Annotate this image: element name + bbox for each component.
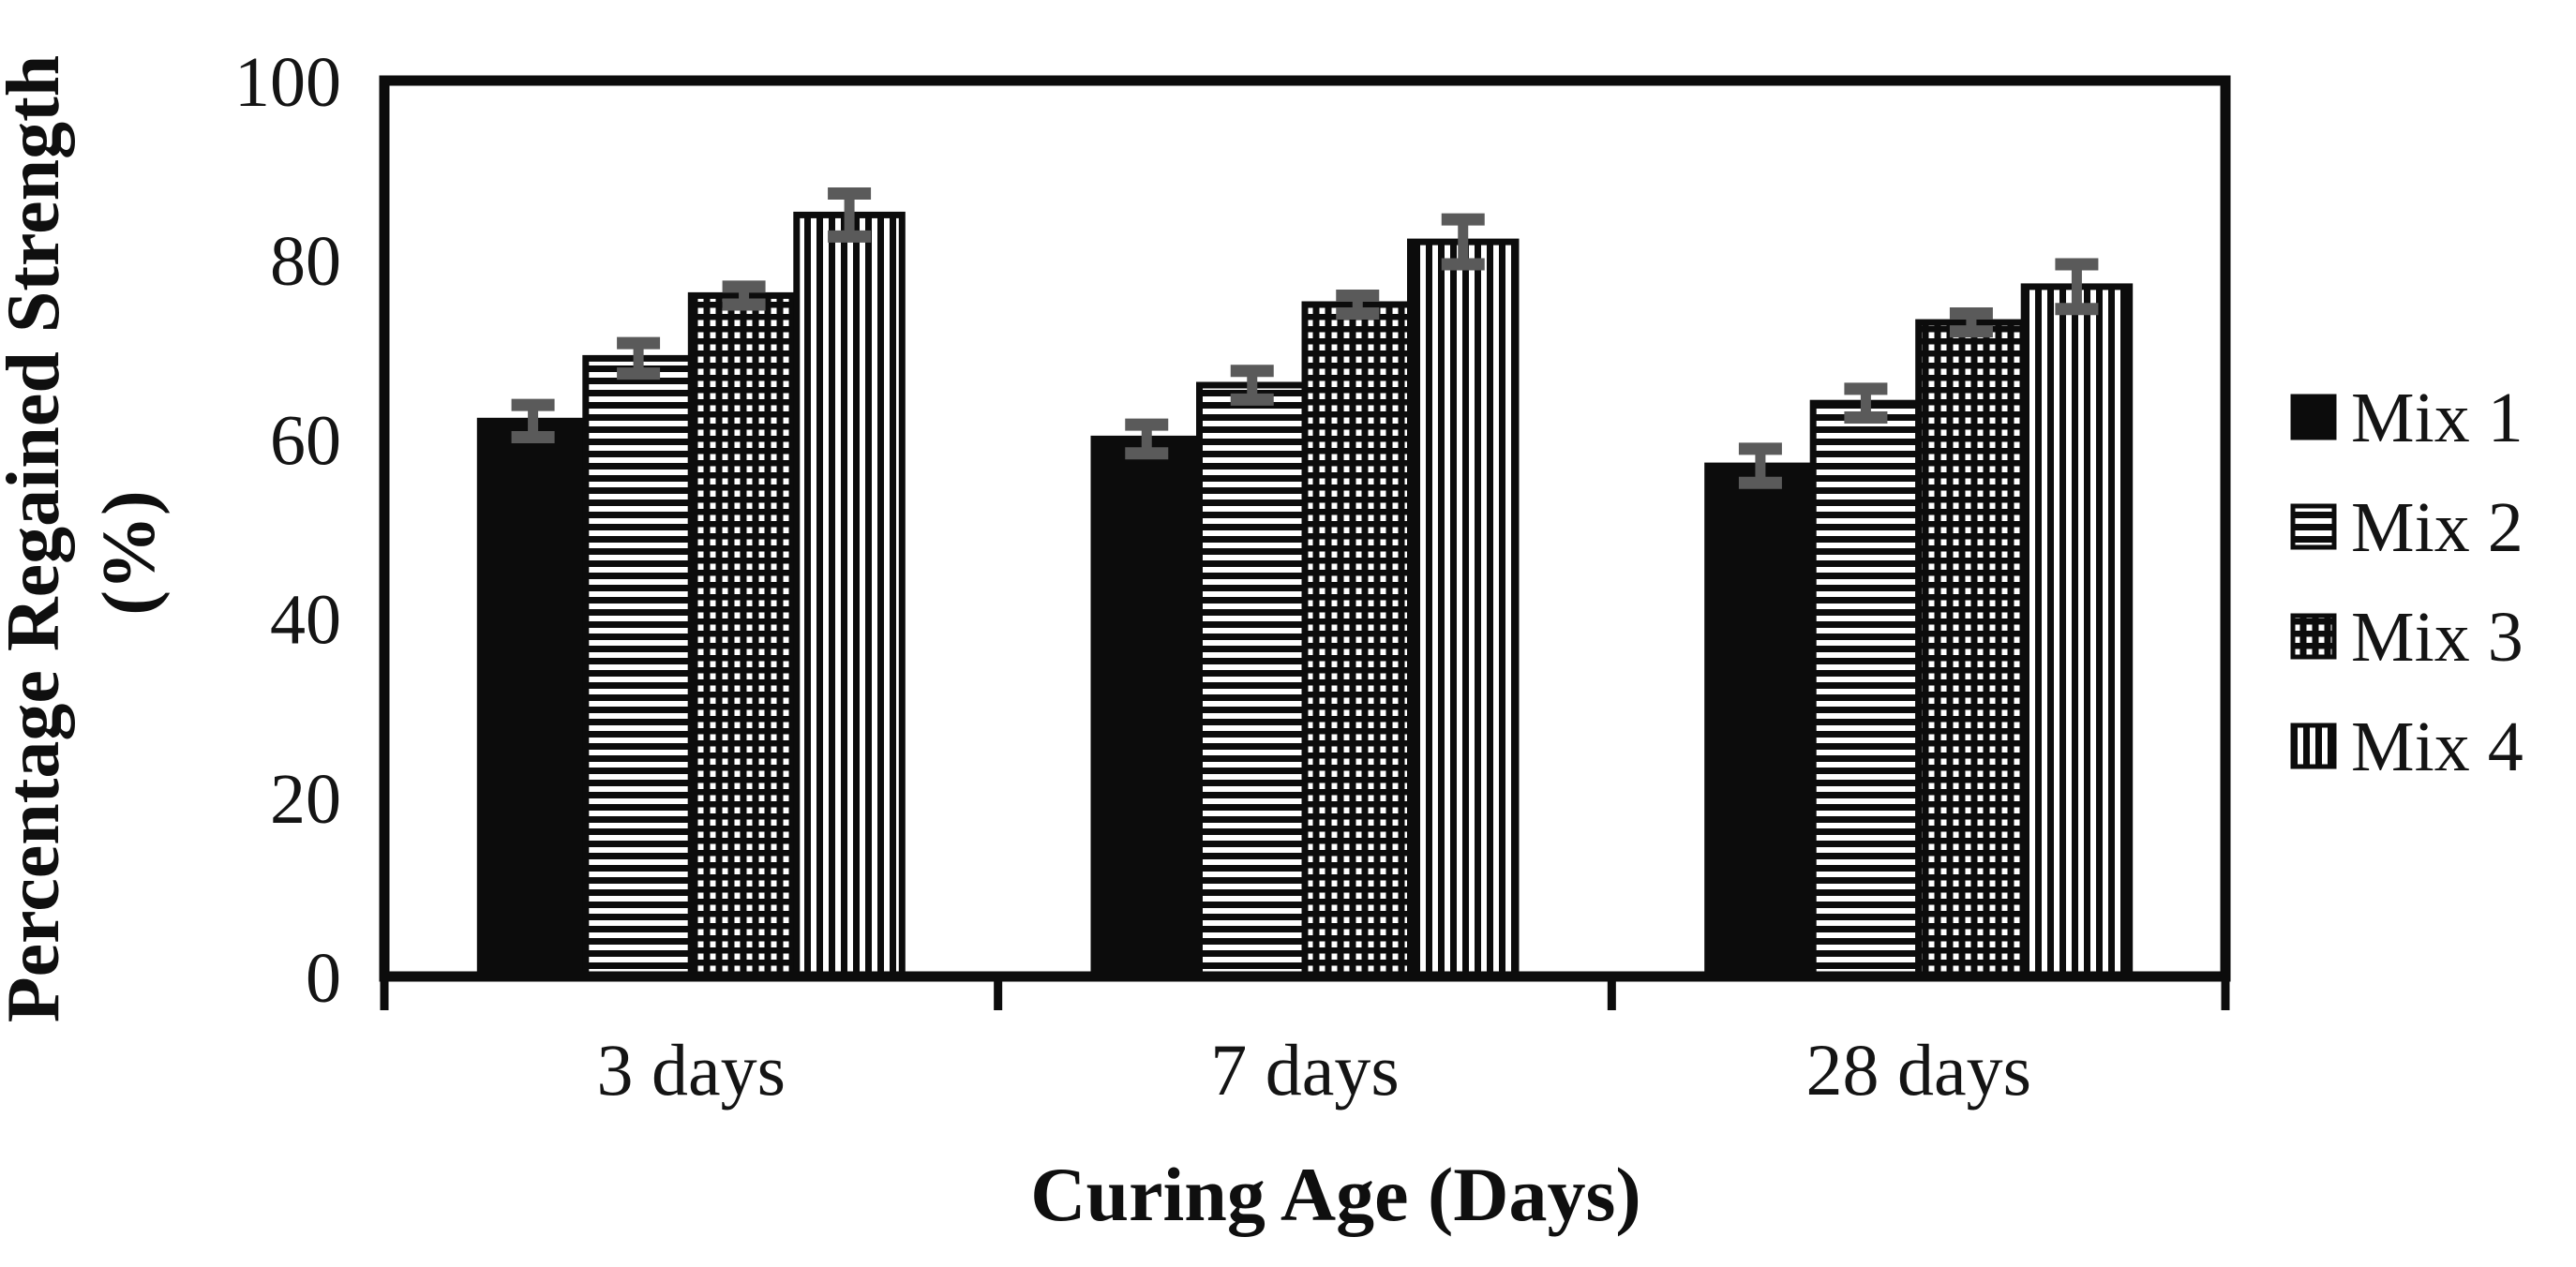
legend-swatch-mix-4-vertical-stripes-icon: [2290, 723, 2337, 769]
error-bar-mix-4-3-days: [828, 186, 872, 243]
x-axis-ticks: [380, 976, 2230, 1010]
x-category-label-7-days: 7 days: [1210, 1029, 1399, 1110]
error-bar-mix-2-7-days: [1230, 365, 1274, 406]
bar-mix-1-7-days: [1090, 435, 1203, 980]
legend-label-mix-2: Mix 2: [2351, 488, 2524, 567]
legend-label-mix-1: Mix 1: [2351, 379, 2524, 457]
error-bar-mix-3-7-days: [1336, 289, 1380, 320]
legend-item-mix-2: Mix 2: [2290, 488, 2524, 567]
bar-mix-2-7-days: [1196, 381, 1309, 980]
y-tick-label-80: 80: [270, 222, 341, 301]
y-tick-label-40: 40: [270, 581, 341, 660]
legend-item-mix-4: Mix 4: [2290, 708, 2524, 786]
y-tick-label-0: 0: [306, 939, 341, 1018]
bar-mix-2-3-days: [582, 354, 695, 980]
bars-layer: [476, 211, 2134, 980]
bar-mix-4-3-days: [793, 211, 906, 980]
error-bar-mix-1-7-days: [1125, 418, 1169, 460]
plot-border: [379, 75, 2231, 982]
x-category-label-28-days: 28 days: [1805, 1029, 2030, 1110]
error-bar-mix-4-28-days: [2055, 258, 2099, 316]
error-bar-mix-3-28-days: [1949, 307, 1993, 338]
y-tick-label-60: 60: [270, 401, 341, 480]
y-tick-label-20: 20: [270, 760, 341, 839]
bar-mix-1-28-days: [1704, 462, 1817, 980]
bar-mix-3-7-days: [1301, 301, 1414, 980]
error-bar-mix-2-28-days: [1844, 382, 1888, 424]
error-bar-mix-4-7-days: [1441, 213, 1485, 271]
bar-mix-4-28-days: [2020, 283, 2134, 980]
y-tick-label-100: 100: [234, 43, 341, 122]
error-bars-layer: [511, 186, 2099, 489]
legend-label-mix-4: Mix 4: [2351, 708, 2524, 786]
legend-swatch-mix-2-horizontal-stripes-icon: [2290, 503, 2337, 550]
error-bar-mix-3-3-days: [722, 280, 766, 311]
legend-item-mix-1: Mix 1: [2290, 379, 2524, 457]
legend: Mix 1 Mix 2 Mix 3 Mix 4: [2290, 379, 2524, 786]
legend-label-mix-3: Mix 3: [2351, 598, 2524, 677]
bar-mix-4-7-days: [1407, 238, 1520, 980]
error-bar-mix-2-3-days: [617, 336, 661, 380]
x-axis-title: Curing Age (Days): [1030, 1152, 1640, 1237]
error-bar-mix-1-3-days: [511, 398, 555, 443]
y-axis-title-line2: (%): [88, 490, 171, 615]
legend-swatch-mix-1-solid-black-icon: [2290, 394, 2337, 440]
bar-mix-3-3-days: [687, 291, 801, 980]
x-category-labels: 3 days 7 days 28 days: [597, 1029, 2031, 1110]
y-axis-title-line1: Percentage Regained Strength: [0, 55, 75, 1022]
error-bar-mix-1-28-days: [1738, 442, 1782, 489]
legend-item-mix-3: Mix 3: [2290, 598, 2524, 677]
legend-swatch-mix-3-dotted-grid-icon: [2290, 613, 2337, 660]
x-category-label-3-days: 3 days: [597, 1029, 786, 1110]
bar-mix-1-3-days: [476, 417, 590, 980]
y-tick-labels: 0 20 40 60 80 100: [234, 43, 341, 1018]
bar-mix-3-28-days: [1915, 319, 2028, 980]
bar-mix-2-28-days: [1809, 399, 1923, 980]
